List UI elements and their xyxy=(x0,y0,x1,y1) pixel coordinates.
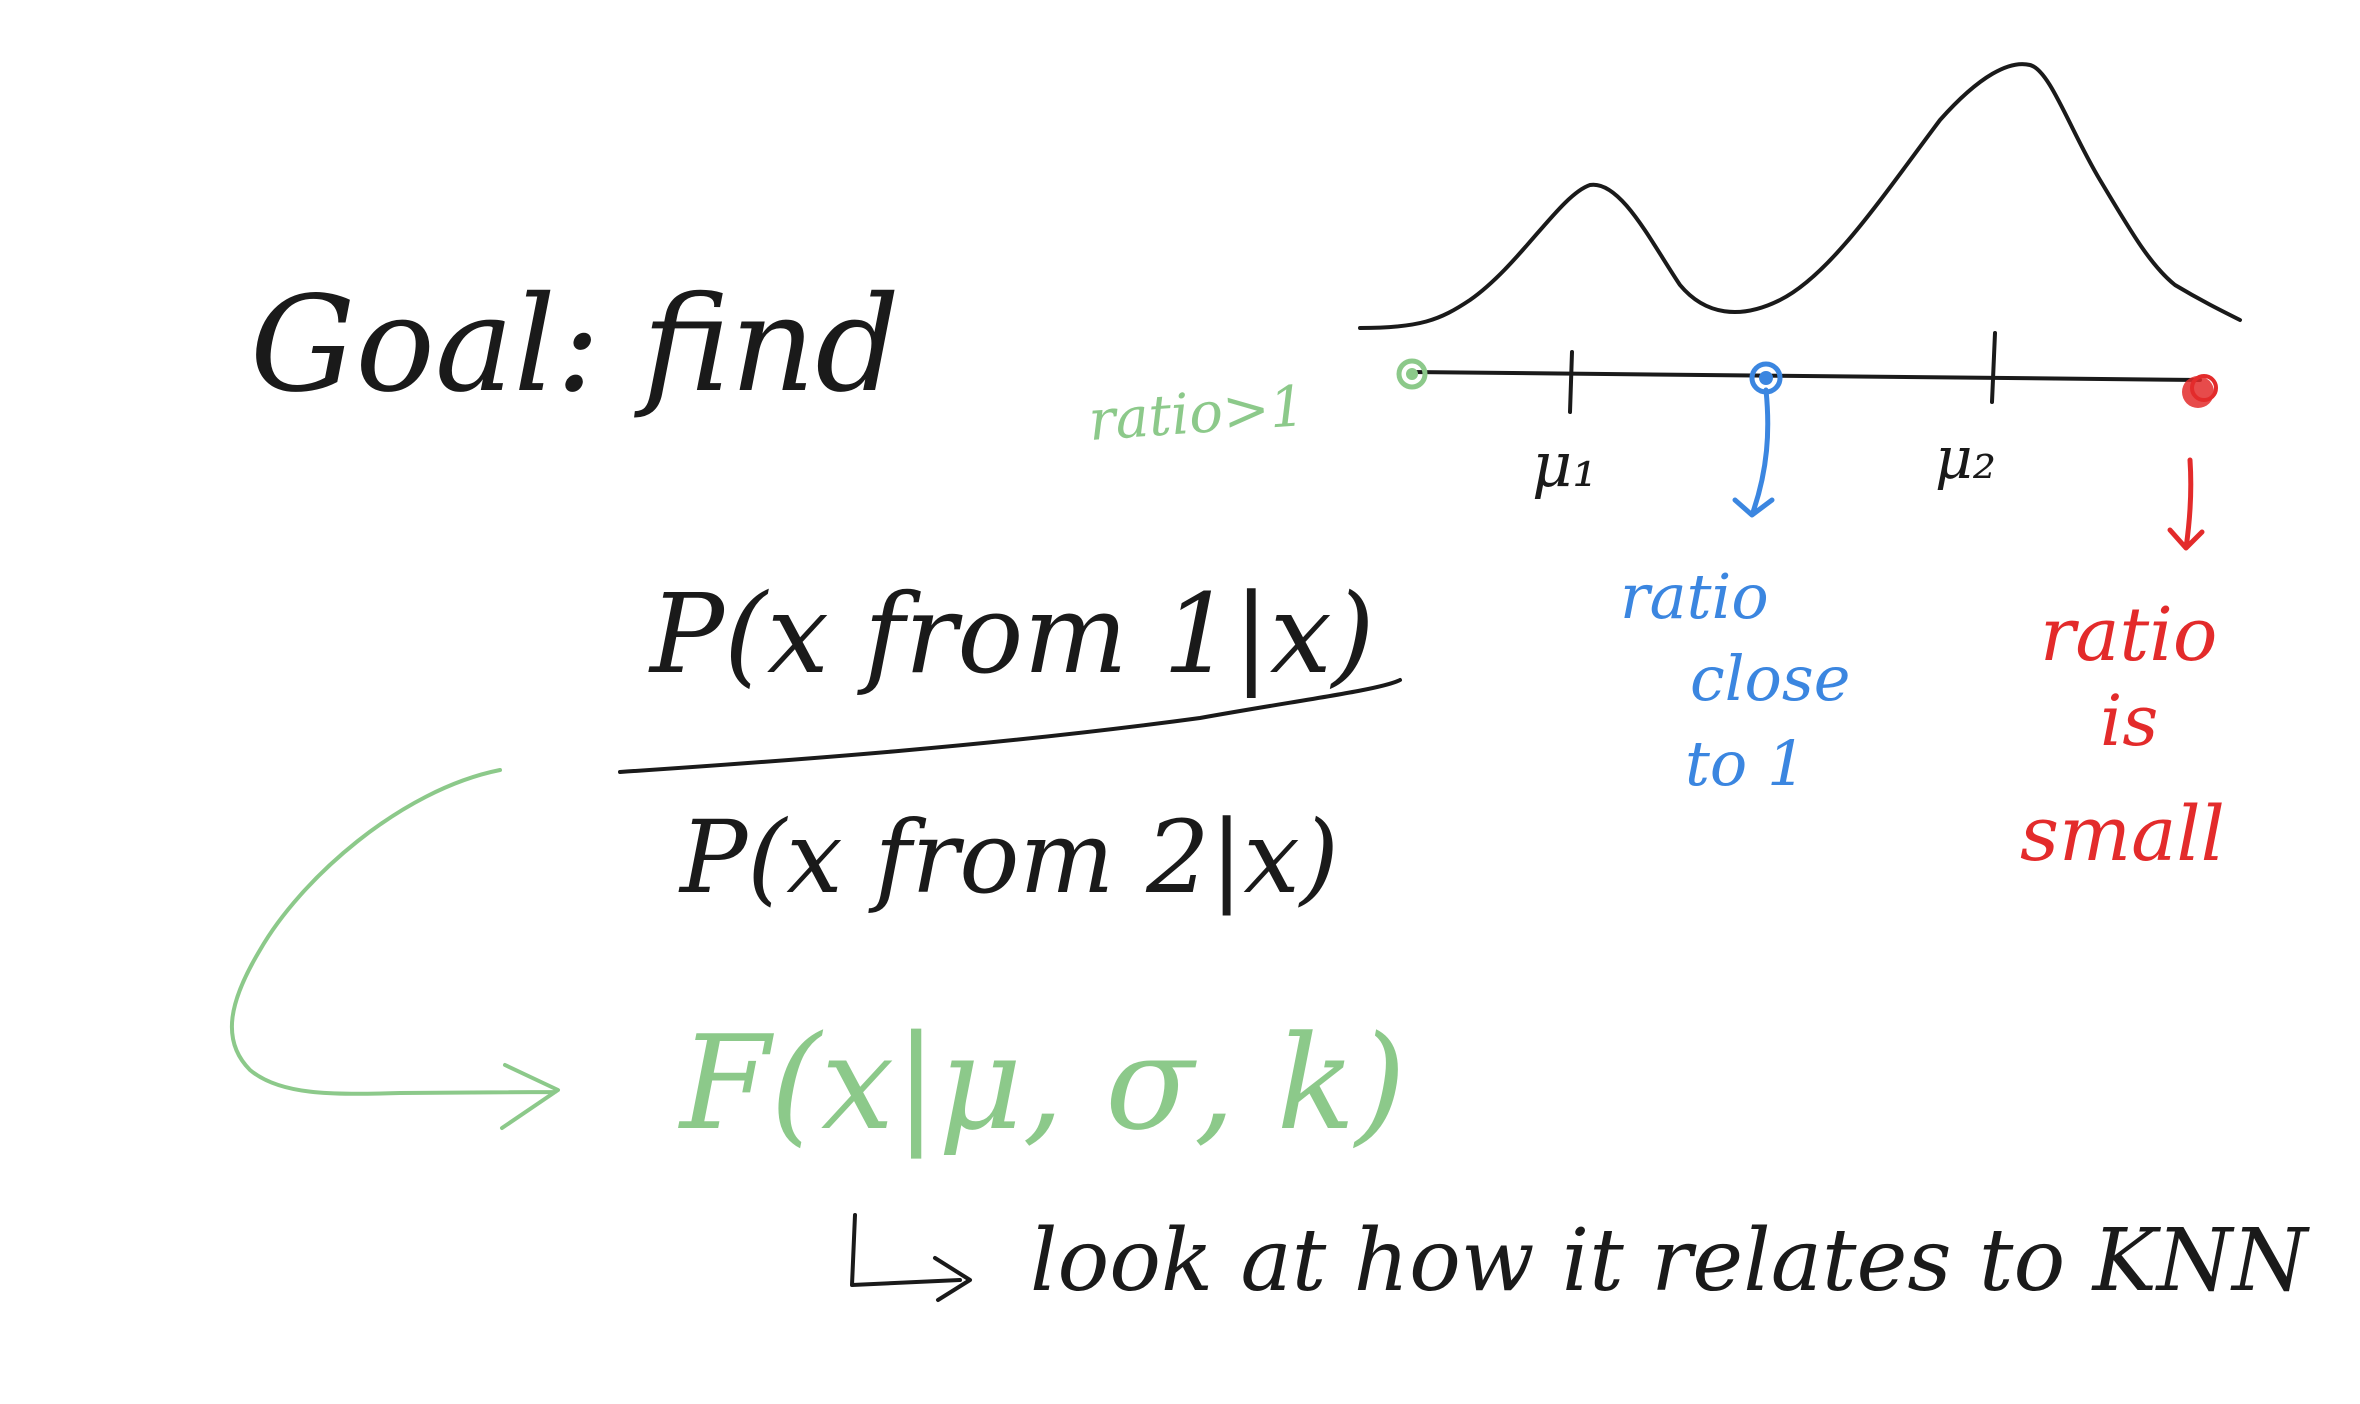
green-point xyxy=(1396,358,1428,390)
label-mu1: μ₁ xyxy=(1532,428,1597,501)
bimodal-density-curve xyxy=(1358,62,2242,330)
blue-note-line1: ratio xyxy=(1620,560,1769,633)
function-expression: F(x|μ, σ, k) xyxy=(678,1007,1406,1159)
fraction-numerator: P(x from 1|x) xyxy=(648,570,1375,698)
green-ratio-note: ratio>1 xyxy=(1086,374,1307,454)
number-line xyxy=(1408,370,2202,382)
tick-mu2 xyxy=(1990,331,1997,404)
blue-arrow xyxy=(1732,387,1775,518)
tick-mu1 xyxy=(1568,350,1574,414)
fraction-denominator: P(x from 2|x) xyxy=(678,799,1339,916)
goal-heading: Goal: find xyxy=(250,268,900,422)
blue-note-line3: to 1 xyxy=(1685,727,1806,800)
blue-note-line2: close xyxy=(1690,642,1850,715)
red-arrow xyxy=(2167,457,2205,551)
green-connector-arrow xyxy=(229,768,560,1130)
red-point xyxy=(2182,374,2218,408)
footnote-text: look at how it relates to KNN xyxy=(1030,1211,2310,1311)
red-note-line2: is xyxy=(2100,680,2158,762)
footnote-arrow xyxy=(850,1213,972,1302)
red-note-line1: ratio xyxy=(2040,592,2217,678)
label-mu2: μ₂ xyxy=(1935,424,1996,492)
red-note-line3: small xyxy=(2020,789,2225,878)
fraction-bar xyxy=(618,678,1402,774)
